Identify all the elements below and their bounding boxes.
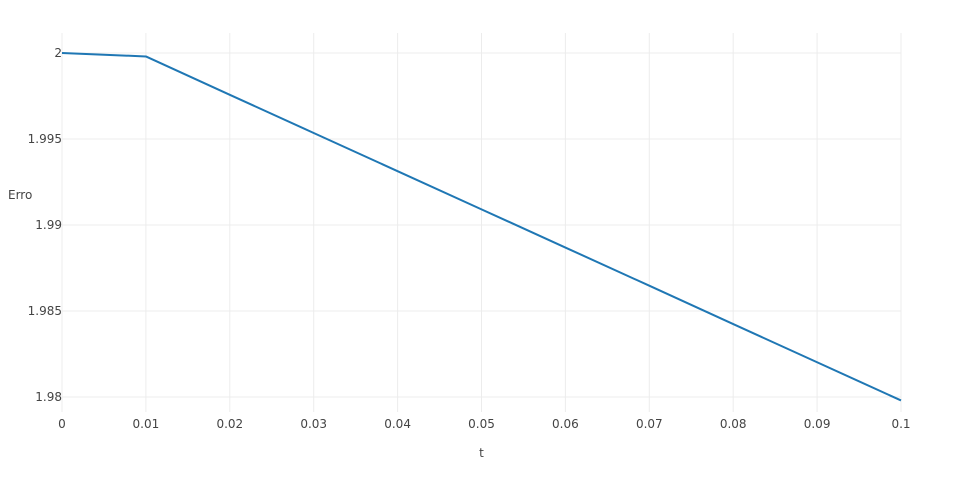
x-tick-label: 0.04 [384,417,411,431]
y-axis-title: Erro [8,188,32,202]
x-tick-label: 0.1 [891,417,910,431]
x-tick-label: 0.01 [133,417,160,431]
plot-area [61,52,902,402]
x-tick-label: 0.09 [804,417,831,431]
y-tick-label: 1.98 [35,390,62,404]
x-tick-label: 0.05 [468,417,495,431]
x-tick-label: 0.06 [552,417,579,431]
x-tick-label: 0.02 [216,417,243,431]
x-axis: 0 0.01 0.02 0.03 0.04 0.05 0.06 0.07 0.08 0.09 0.1 [58,417,910,431]
y-tick-label: 2 [54,46,62,60]
x-tick-label: 0.08 [720,417,747,431]
x-tick-label: 0.07 [636,417,663,431]
y-tick-label: 1.995 [28,132,62,146]
y-axis: 1.98 1.985 1.99 1.995 2 [28,46,62,404]
series-line [61,52,902,402]
y-tick-label: 1.985 [28,304,62,318]
y-tick-label: 1.99 [35,218,62,232]
x-tick-label: 0.03 [300,417,327,431]
grid [61,33,902,412]
x-axis-title: t [479,446,484,460]
x-tick-label: 0 [58,417,66,431]
